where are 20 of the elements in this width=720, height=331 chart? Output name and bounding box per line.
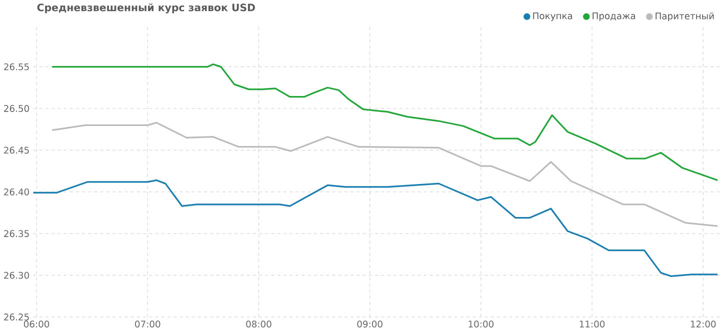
x-tick-label: 08:00 (246, 320, 272, 328)
y-tick-label: 26.35 (4, 230, 29, 238)
legend-label: Продажа (592, 12, 636, 22)
chart-title: Средневзвешенный курс заявок USD (37, 3, 255, 14)
x-tick-label: 10:00 (468, 320, 494, 328)
line-series (33, 179, 718, 277)
x-tick-label: 11:00 (580, 320, 605, 328)
x-tick-label: 07:00 (135, 320, 160, 328)
x-tick-label: 09:00 (357, 320, 382, 328)
y-tick-label: 26.25 (4, 314, 29, 321)
x-tick-label: 12:00 (690, 320, 716, 328)
x-tick-label: 06:00 (24, 320, 50, 328)
y-tick-label: 26.50 (4, 105, 29, 112)
y-tick-label: 26.40 (4, 188, 29, 196)
y-tick-label: 26.55 (4, 63, 29, 70)
legend-label: Паритетный (656, 12, 714, 22)
y-tick-label: 26.30 (4, 272, 29, 279)
legend-label: Покупка (533, 12, 572, 22)
line-series (51, 64, 718, 182)
y-tick-label: 26.45 (4, 146, 29, 154)
